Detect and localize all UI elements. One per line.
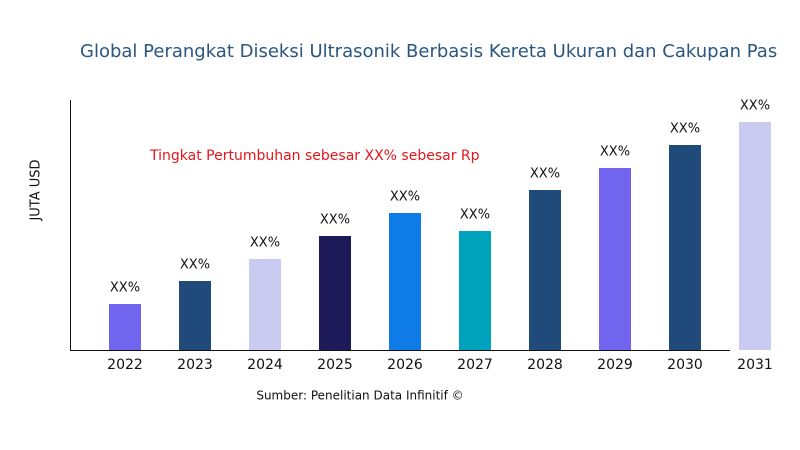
x-tick-label: 2027 — [457, 357, 493, 373]
x-tick-label: 2030 — [667, 357, 703, 373]
x-tick-label: 2025 — [317, 357, 353, 373]
value-label: XX% — [110, 281, 140, 296]
x-tick-label: 2029 — [597, 357, 633, 373]
value-label: XX% — [390, 190, 420, 205]
x-tick-label: 2028 — [527, 357, 563, 373]
bar — [529, 190, 561, 350]
bar — [669, 145, 701, 350]
x-tick-label: 2024 — [247, 357, 283, 373]
value-label: XX% — [180, 258, 210, 273]
value-label: XX% — [250, 236, 280, 251]
x-tick-label: 2031 — [737, 357, 773, 373]
value-label: XX% — [670, 122, 700, 137]
value-label: XX% — [740, 99, 770, 114]
bar — [249, 259, 281, 350]
value-label: XX% — [460, 208, 490, 223]
bar — [109, 304, 141, 350]
bar — [459, 231, 491, 350]
value-label: XX% — [320, 213, 350, 228]
bar — [599, 168, 631, 350]
bar — [179, 281, 211, 350]
value-label: XX% — [600, 145, 630, 160]
x-tick-label: 2023 — [177, 357, 213, 373]
x-tick-label: 2022 — [107, 357, 143, 373]
bar — [389, 213, 421, 350]
source: Sumber: Penelitian Data Infinitif © — [256, 389, 463, 403]
bar — [319, 236, 351, 350]
annotation: Tingkat Pertumbuhan sebesar XX% sebesar … — [149, 148, 480, 164]
y-axis-label: JUTA USD — [29, 159, 44, 221]
chart-title: Global Perangkat Diseksi Ultrasonik Berb… — [80, 41, 777, 62]
x-tick-label: 2026 — [387, 357, 423, 373]
value-label: XX% — [530, 167, 560, 182]
bar — [739, 122, 771, 350]
